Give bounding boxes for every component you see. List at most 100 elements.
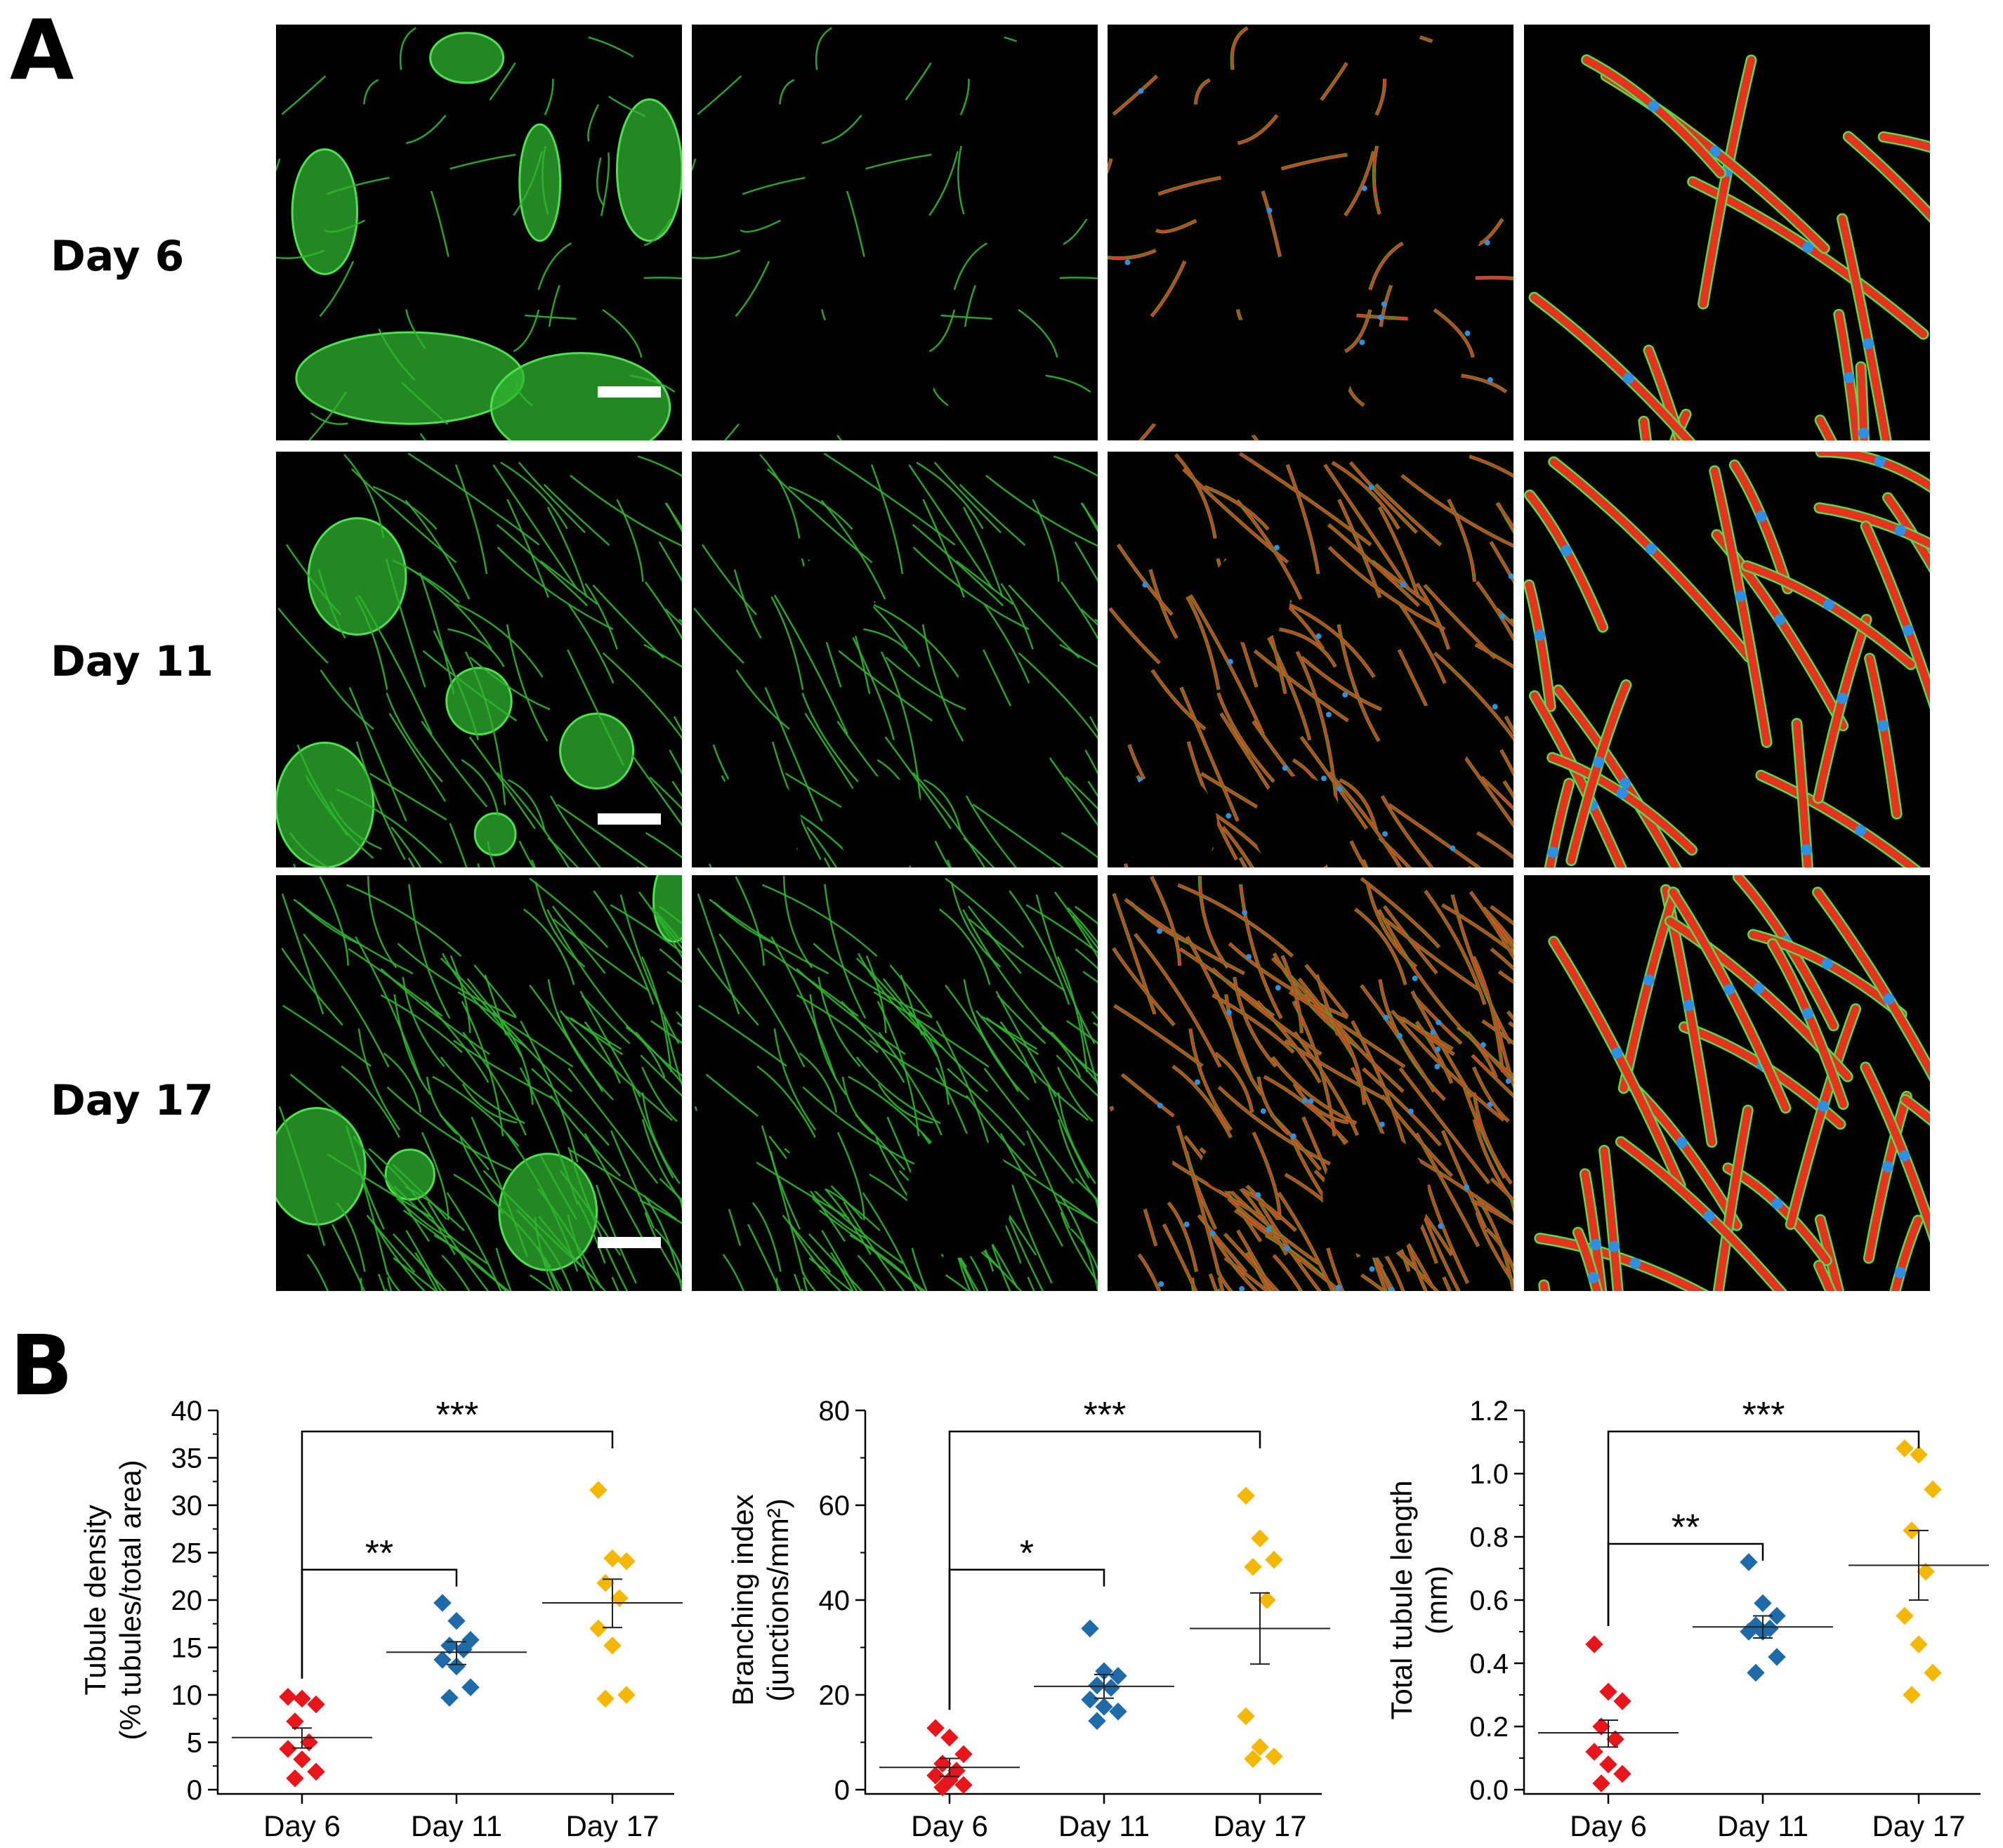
x-tick-label: Day 6 xyxy=(911,1809,988,1842)
tubule-skeleton xyxy=(1300,736,1368,830)
tubule xyxy=(466,978,572,1092)
data-point xyxy=(1768,1648,1786,1666)
micrograph-day0-col2 xyxy=(1108,25,1513,440)
tubule xyxy=(870,464,904,575)
tubule xyxy=(380,994,463,1054)
tubule xyxy=(1089,716,1098,733)
tubule xyxy=(813,943,933,1018)
tubule xyxy=(945,877,1025,948)
tubule xyxy=(433,630,480,741)
tubule xyxy=(799,1052,838,1113)
tubule xyxy=(430,190,449,257)
micrograph-content xyxy=(1108,452,1513,867)
cell-aggregate xyxy=(384,1148,435,1201)
tubule-skeleton xyxy=(1469,455,1513,478)
tubule xyxy=(733,569,762,639)
junction-dot xyxy=(1183,1221,1190,1228)
tubule xyxy=(310,412,348,425)
tubule xyxy=(631,754,682,827)
tubule xyxy=(336,788,442,864)
tubule xyxy=(908,464,994,590)
data-point xyxy=(1592,1774,1610,1793)
y-axis-label: (junctions/mm²) xyxy=(761,1498,794,1701)
tubule xyxy=(537,1188,603,1288)
tubule-skeleton xyxy=(1162,1224,1197,1291)
significance-label: ** xyxy=(365,1533,393,1574)
tubule xyxy=(1056,1054,1098,1097)
tubule xyxy=(546,909,633,1032)
tubule xyxy=(454,464,488,575)
tubule-skeleton xyxy=(1204,1221,1258,1291)
junction-dot xyxy=(1709,145,1721,157)
junction-dot xyxy=(1336,1285,1342,1291)
tubule xyxy=(761,884,878,957)
tubule-skeleton xyxy=(1461,374,1507,393)
tubule-skeleton xyxy=(1362,1068,1442,1146)
junction-dot xyxy=(1774,614,1786,626)
tubule-skeleton xyxy=(1134,933,1221,1068)
tubule-skeleton xyxy=(1324,464,1410,590)
tubule-skeleton xyxy=(1472,956,1504,1073)
y-tick-label: 1.0 xyxy=(1469,1459,1509,1490)
y-tick-label: 80 xyxy=(819,1396,851,1427)
junction-dot xyxy=(1508,573,1513,579)
significance-bracket xyxy=(301,1430,614,1679)
tubule xyxy=(793,1273,802,1291)
data-point xyxy=(461,1678,480,1696)
tubule xyxy=(1059,643,1098,668)
tubule xyxy=(823,452,956,546)
tubule-skeleton xyxy=(1485,1228,1513,1273)
tubule xyxy=(440,957,523,1057)
junction-dot xyxy=(1874,455,1886,467)
junction-dot xyxy=(1492,704,1498,710)
tubule xyxy=(567,1068,659,1184)
tubule xyxy=(393,1257,438,1291)
tubule xyxy=(1080,502,1098,530)
tubule xyxy=(836,1132,865,1220)
junction-dot xyxy=(1622,372,1634,384)
tubule xyxy=(884,736,952,830)
tubule-skeleton xyxy=(1816,1216,1843,1291)
tubule xyxy=(492,1011,534,1105)
tubule xyxy=(1042,1025,1098,1084)
tubule xyxy=(390,826,422,867)
junction-dot xyxy=(1396,1033,1403,1039)
tubule-skeleton xyxy=(1372,145,1381,215)
tubule xyxy=(539,560,598,605)
data-point xyxy=(1924,1663,1942,1682)
tubule xyxy=(675,1011,682,1020)
tubule xyxy=(518,840,535,867)
junction-dot xyxy=(1438,1223,1444,1229)
tubule xyxy=(305,775,374,859)
tubule xyxy=(808,1233,863,1291)
x-tick-label: Day 11 xyxy=(1058,1809,1150,1842)
tubule-skeleton xyxy=(1416,582,1450,650)
y-tick-label: 0 xyxy=(834,1775,850,1806)
tubule-skeleton xyxy=(1211,968,1322,1056)
tubule-skeleton xyxy=(1378,909,1464,1032)
tubule xyxy=(355,936,421,1081)
tubule xyxy=(513,151,543,216)
tubule xyxy=(697,948,759,1026)
tubule-skeleton xyxy=(1433,308,1474,358)
tubule xyxy=(380,968,490,1055)
tubule xyxy=(809,994,847,1096)
tubule xyxy=(518,461,586,534)
tubule xyxy=(980,1015,1038,1050)
tubule xyxy=(538,1215,607,1291)
tubule xyxy=(1025,904,1098,954)
y-tick-label: 0.4 xyxy=(1469,1649,1509,1679)
tubule-skeleton xyxy=(1217,693,1275,782)
tubule xyxy=(764,687,823,822)
tubule xyxy=(426,1076,458,1135)
junction-dot xyxy=(1487,376,1493,383)
tubule xyxy=(950,882,1001,968)
tubule xyxy=(308,391,347,440)
tubule xyxy=(449,823,468,867)
tubule xyxy=(368,1148,456,1255)
tubule xyxy=(743,1153,850,1219)
tubule xyxy=(938,908,991,985)
data-point xyxy=(433,1594,452,1612)
tubule-skeleton xyxy=(1113,1004,1203,1067)
x-tick-label: Day 17 xyxy=(565,1809,659,1842)
